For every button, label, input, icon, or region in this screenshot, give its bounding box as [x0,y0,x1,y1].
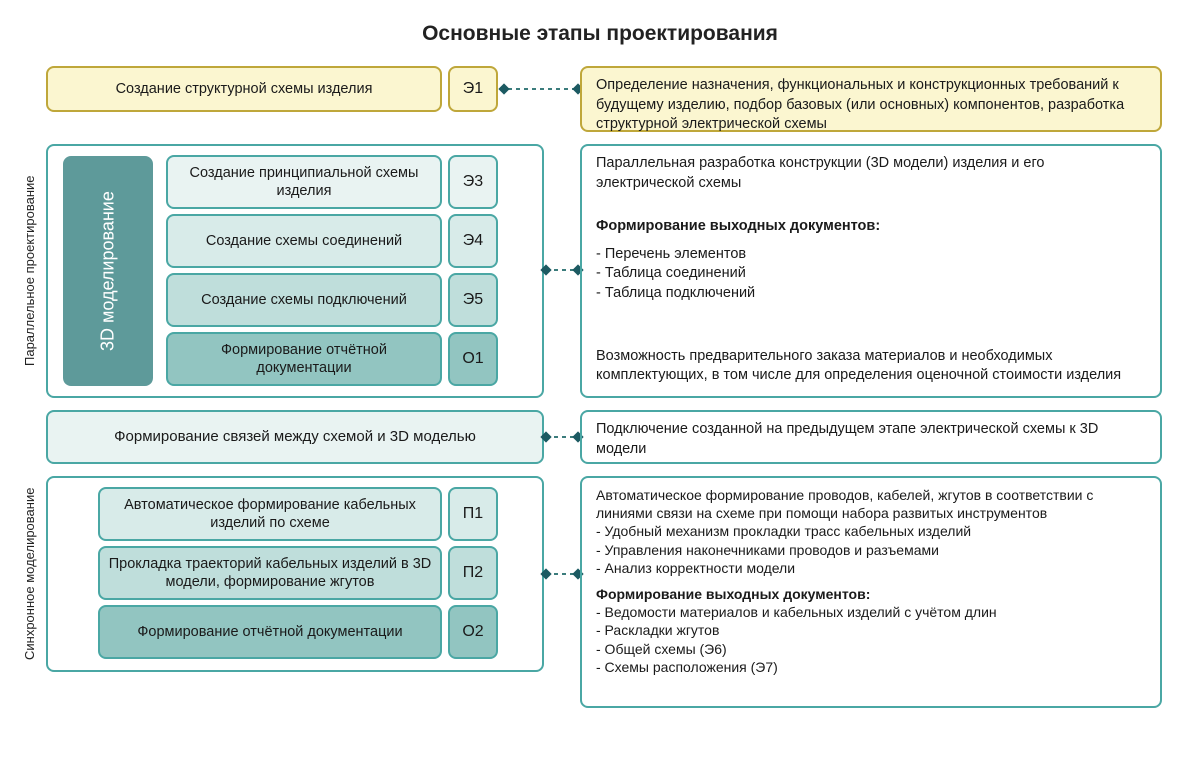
code-o1: О1 [448,332,498,386]
vlabel-parallel: Параллельное проектирование [18,144,42,398]
stage-e4: Создание схемы соединений [166,214,442,268]
desc4-head: Формирование выходных документов: [596,585,1146,603]
connector-diamond [498,83,509,94]
desc2-head: Формирование выходных документов: [596,217,1146,237]
desc4-l2-2: - Общей схемы (Э6) [596,640,1146,658]
desc2-top: Параллельная разработка конструкции (3D … [596,154,1146,193]
desc4-l1-1: - Управления наконечниками проводов и ра… [596,541,1146,559]
vlabel-sync: Синхронное моделирование [18,476,42,672]
desc4-top: Автоматическое формирование проводов, ка… [596,486,1146,522]
stage-o1: Формирование отчётной документации [166,332,442,386]
desc4-l2-1: - Раскладки жгутов [596,621,1146,639]
desc2-bottom: Возможность предварительного заказа мате… [596,347,1146,386]
desc4-l2-3: - Схемы расположения (Э7) [596,658,1146,676]
desc2-li0: - Перечень элементов [596,245,1146,265]
stage-e1: Создание структурной схемы изделия [46,66,442,112]
code-e5: Э5 [448,273,498,327]
diagram-canvas: Создание структурной схемы изделия Э1 Оп… [18,66,1182,726]
code-p1: П1 [448,487,498,541]
desc2-li1: - Таблица соединений [596,264,1146,284]
stage-o2: Формирование отчётной документации [98,605,442,659]
stage-p1: Автоматическое формирование кабельных из… [98,487,442,541]
connector-1 [500,88,578,90]
code-e1: Э1 [448,66,498,112]
code-e3: Э3 [448,155,498,209]
desc4-l2-0: - Ведомости материалов и кабельных издел… [596,603,1146,621]
code-p2: П2 [448,546,498,600]
desc2-li2: - Таблица подключений [596,284,1146,304]
desc-3: Подключение созданной на предыдущем этап… [580,410,1162,464]
desc-1: Определение назначения, функциональных и… [580,66,1162,132]
stage-p2: Прокладка траекторий кабельных изделий в… [98,546,442,600]
code-o2: О2 [448,605,498,659]
code-e4: Э4 [448,214,498,268]
desc4-l1-2: - Анализ корректности модели [596,559,1146,577]
desc-4: Автоматическое формирование проводов, ка… [580,476,1162,708]
desc-2: Параллельная разработка конструкции (3D … [580,144,1162,398]
stage-row3: Формирование связей между схемой и 3D мо… [46,410,544,464]
stage-e5: Создание схемы подключений [166,273,442,327]
desc4-l1-0: - Удобный механизм прокладки трасс кабел… [596,522,1146,540]
page-title: Основные этапы проектирования [0,22,1200,46]
stage-e3: Создание принципиальной схемы изделия [166,155,442,209]
sidebar-3d: 3D моделирование [63,156,153,386]
